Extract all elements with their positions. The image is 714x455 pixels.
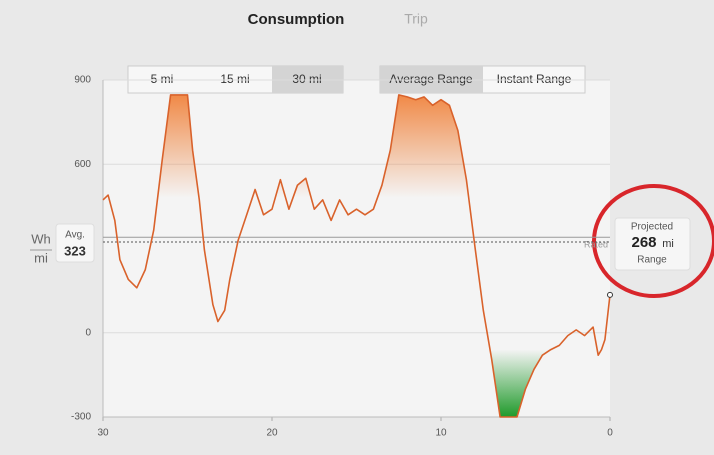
avg-box — [55, 223, 95, 263]
y-tick-label: 600 — [74, 159, 91, 170]
x-tick-label: 30 — [97, 428, 109, 439]
y-tick-label: 0 — [85, 327, 91, 338]
y-tick-label: 900 — [74, 75, 91, 86]
tab-consumption[interactable]: Consumption — [248, 11, 345, 28]
projected-unit: mi — [662, 238, 674, 250]
range-button[interactable]: Average Range — [389, 72, 473, 86]
highlight-circle — [592, 184, 714, 298]
area — [103, 94, 610, 418]
range-button[interactable]: Instant Range — [497, 72, 572, 86]
projected-box — [614, 217, 691, 271]
projected-value: 268 — [631, 234, 656, 251]
y-tick-label: -300 — [71, 412, 91, 423]
projected-caption: Range — [637, 255, 667, 266]
distance-button[interactable]: 5 mi — [151, 72, 174, 86]
rated-label: Rated — [584, 240, 608, 250]
x-tick-label: 20 — [266, 428, 278, 439]
distance-button[interactable]: 30 mi — [292, 72, 321, 86]
projected-title: Projected — [631, 222, 673, 233]
x-tick-label: 0 — [607, 428, 613, 439]
y-label-bottom: mi — [34, 250, 48, 265]
line — [102, 94, 611, 418]
distance-button[interactable]: 15 mi — [220, 72, 249, 86]
current-point — [607, 291, 613, 298]
y-label-top: Wh — [31, 231, 51, 246]
chart: -300 0 600 900 30 20 10 0 Rated — [71, 75, 613, 439]
tab-trip[interactable]: Trip — [404, 11, 428, 27]
avg-value: 323 — [64, 243, 86, 258]
avg-label: Avg. — [65, 230, 85, 241]
x-tick-label: 10 — [435, 428, 447, 439]
